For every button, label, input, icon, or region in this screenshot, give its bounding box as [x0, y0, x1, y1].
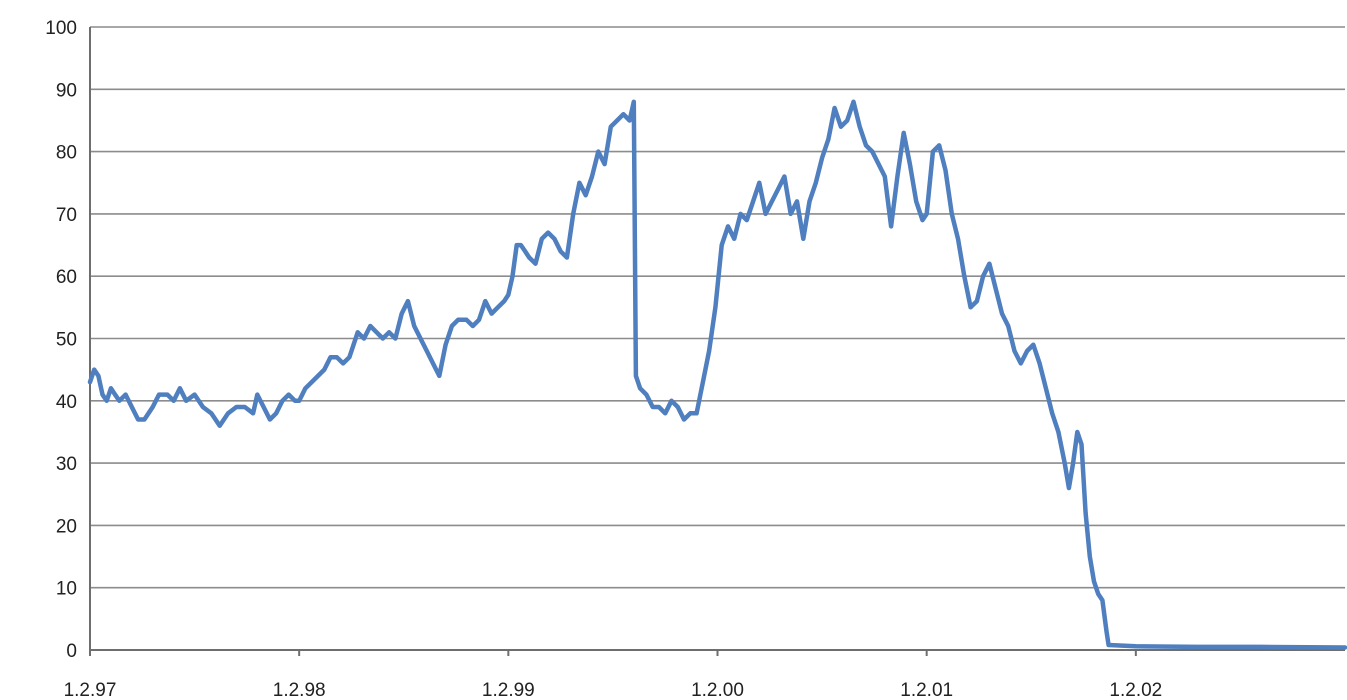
- series-layer: [87, 99, 1347, 650]
- y-tick-label: 90: [56, 80, 77, 101]
- series-line-0: [87, 99, 1347, 650]
- axes: [89, 27, 1345, 656]
- x-tick-label: 1.2.99: [482, 680, 535, 700]
- x-tick-label: 1.2.02: [1109, 680, 1162, 700]
- x-tick-label: 1.2.98: [273, 680, 326, 700]
- y-tick-label: 60: [56, 267, 77, 288]
- y-tick-label: 40: [56, 392, 77, 413]
- y-tick-label: 50: [56, 330, 77, 351]
- y-tick-label: 30: [56, 454, 77, 475]
- y-tick-label: 100: [45, 18, 77, 39]
- x-tick-labels: 1.2.97 1.2.98 1.2.99 1.2.00 1.2.01 1.2.02: [64, 680, 1163, 700]
- x-tick-label: 1.2.00: [691, 680, 744, 700]
- y-tick-label: 80: [56, 143, 77, 164]
- y-tick-label: 0: [66, 641, 77, 662]
- x-tick-label: 1.2.97: [64, 680, 117, 700]
- y-tick-label: 10: [56, 579, 77, 600]
- y-tick-labels: 0 10 20 30 40 50 60 70 80 90 100: [45, 18, 77, 662]
- y-tick-label: 70: [56, 205, 77, 226]
- y-tick-label: 20: [56, 516, 77, 537]
- x-tick-label: 1.2.01: [900, 680, 953, 700]
